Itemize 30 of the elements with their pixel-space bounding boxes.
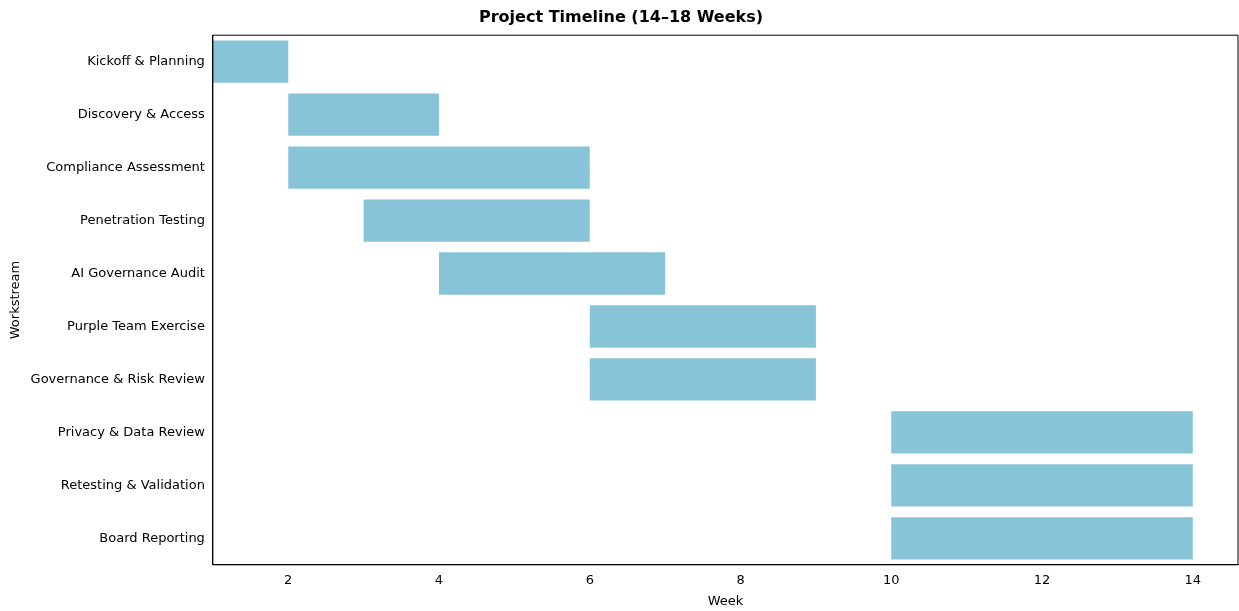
y-tick-label: Purple Team Exercise xyxy=(67,317,205,333)
bar xyxy=(212,40,289,83)
bar xyxy=(891,464,1193,507)
bar xyxy=(288,93,440,136)
bar xyxy=(589,305,816,348)
x-tick-label: 12 xyxy=(1033,571,1051,587)
bar xyxy=(891,411,1193,454)
x-tick-label: 6 xyxy=(585,571,594,587)
y-tick-label: Penetration Testing xyxy=(80,211,205,227)
y-tick-label: Board Reporting xyxy=(99,529,205,545)
x-tick-label: 14 xyxy=(1184,571,1202,587)
y-tick-label: Retesting & Validation xyxy=(60,476,205,492)
x-tick-label: 4 xyxy=(434,571,444,587)
y-tick-label: Governance & Risk Review xyxy=(30,370,206,386)
y-tick-label: Compliance Assessment xyxy=(46,158,205,174)
x-axis-title: Week xyxy=(707,592,744,608)
y-tick-label: AI Governance Audit xyxy=(71,264,205,280)
y-tick-label: Kickoff & Planning xyxy=(87,53,205,69)
y-tick-label: Discovery & Access xyxy=(77,106,206,122)
bar xyxy=(891,517,1193,560)
y-tick-label: Privacy & Data Review xyxy=(57,423,206,439)
y-axis-title: Workstream xyxy=(7,260,23,340)
bar xyxy=(439,252,666,295)
bar xyxy=(363,199,590,242)
bar xyxy=(589,358,816,401)
x-tick-label: 8 xyxy=(736,571,745,587)
x-tick-label: 2 xyxy=(284,571,293,587)
x-tick-label: 10 xyxy=(883,571,900,587)
chart-title: Project Timeline (14–18 Weeks) xyxy=(478,6,764,26)
bar xyxy=(288,146,590,189)
